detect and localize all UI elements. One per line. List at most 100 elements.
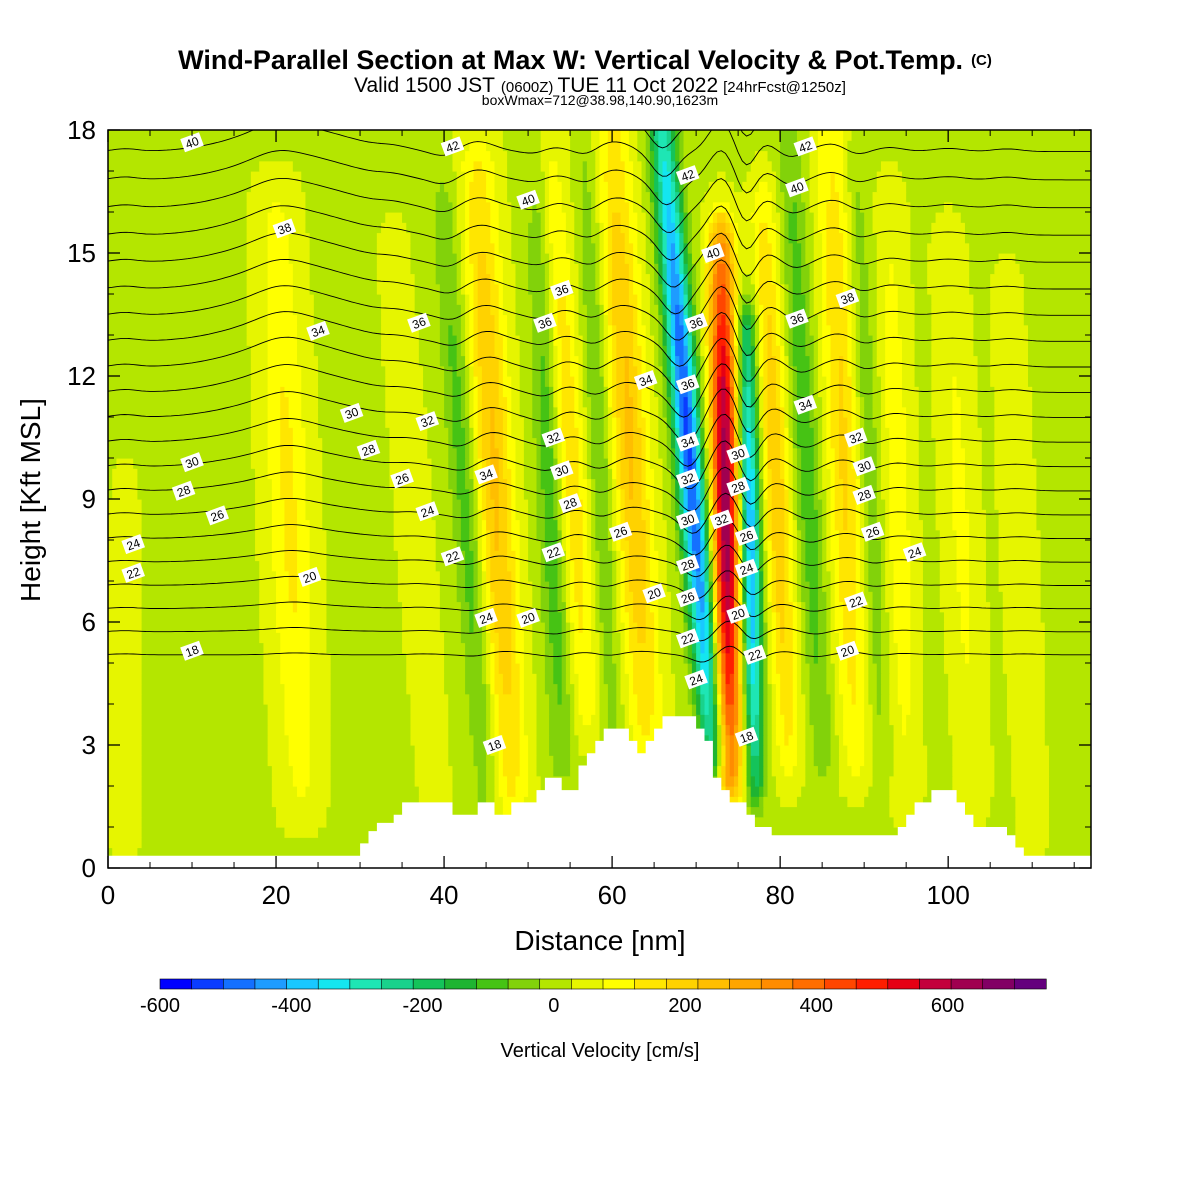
w-cell [473,365,483,377]
w-cell [393,499,433,510]
w-cell [998,519,1037,531]
w-cell [108,478,113,490]
w-cell [851,355,857,367]
w-cell [964,642,970,654]
w-cell [717,417,722,428]
w-cell [267,273,294,285]
w-cell [633,478,643,490]
w-cell [729,314,735,326]
w-cell [725,314,731,326]
w-cell [570,714,575,726]
w-cell [271,478,281,490]
w-cell [624,242,634,254]
w-cell [523,693,538,705]
w-cell [792,529,798,541]
w-cell [838,437,848,449]
w-cell [792,263,802,275]
w-cell [948,673,991,685]
w-cell [801,683,811,695]
w-cell [767,458,781,469]
w-cell [742,816,895,828]
w-cell [851,386,857,398]
w-cell [654,468,664,480]
w-cell [376,232,412,244]
w-cell [708,406,714,418]
w-cell [108,581,143,592]
w-cell [700,355,706,367]
w-cell [712,765,718,777]
w-cell [456,570,466,582]
w-cell [486,765,496,777]
w-cell [826,232,844,244]
w-cell [675,304,680,316]
w-cell [822,253,827,264]
w-cell [502,683,512,695]
w-cell [712,232,718,244]
w-cell [654,509,664,521]
w-cell [435,263,458,275]
w-cell [780,755,798,767]
w-cell [696,704,701,715]
w-cell [750,591,756,603]
w-cell [775,786,802,797]
subtitle-date: TUE 11 Oct 2022 [557,74,718,97]
w-cell [292,294,315,305]
w-cell [847,171,878,182]
w-cell [490,283,500,295]
w-cell [473,273,479,285]
w-cell [876,304,886,316]
w-cell [885,550,890,562]
w-cell [931,417,953,428]
w-cell [624,160,634,172]
w-cell [494,324,500,336]
w-cell [796,601,802,613]
w-cell [872,201,911,213]
w-cell [565,294,575,305]
w-cell [906,406,920,418]
w-cell [964,488,983,500]
w-cell [553,304,559,316]
w-cell [498,222,512,234]
w-cell [490,663,496,674]
w-cell [859,191,874,203]
w-cell [893,724,903,736]
w-cell [561,540,567,551]
w-cell [952,376,958,387]
w-cell [444,406,454,418]
w-cell [922,550,941,562]
w-cell [687,345,693,357]
w-cell [742,693,748,705]
w-cell [704,365,710,377]
w-cell [922,652,945,664]
w-cell [826,622,832,633]
w-cell [654,355,659,367]
w-cell [565,509,571,521]
w-cell [385,386,424,398]
w-cell [645,263,655,275]
w-cell [612,253,626,264]
w-cell [780,458,785,469]
w-cell [498,478,508,490]
w-cell [490,540,496,551]
w-cell [549,396,554,408]
w-cell [901,396,920,408]
w-cell [490,560,508,572]
w-cell [792,458,798,469]
w-cell [700,294,706,305]
w-cell [775,560,785,572]
w-cell [822,499,827,510]
w-cell [507,478,512,490]
w-cell [473,335,479,346]
w-cell [515,314,533,326]
w-cell [456,222,466,234]
w-cell [385,417,428,428]
w-cell [603,253,609,264]
w-cell [826,437,832,449]
w-cell [746,458,752,469]
w-cell [603,324,609,336]
w-cell [885,406,907,418]
w-cell [465,283,475,295]
w-cell [574,376,580,387]
w-cell [998,570,1042,582]
w-cell [469,365,475,377]
